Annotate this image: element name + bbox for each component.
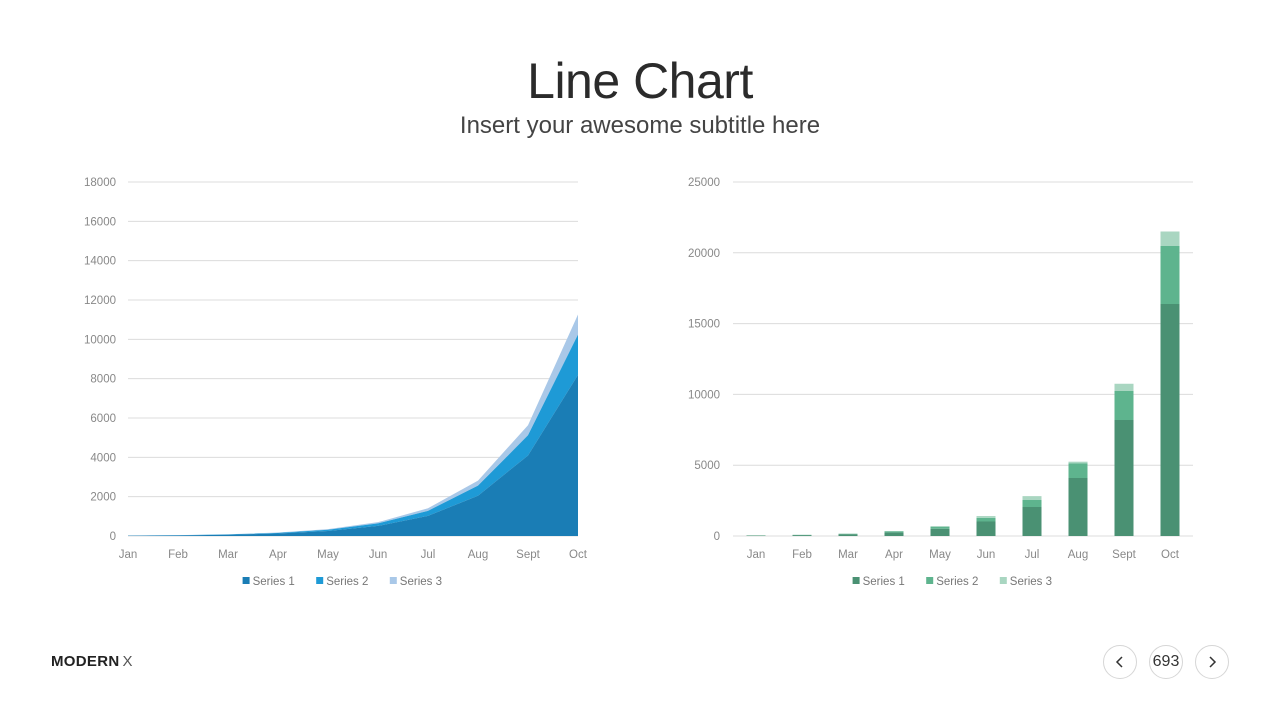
legend-swatch xyxy=(926,577,934,584)
y-tick-label: 5000 xyxy=(694,460,720,472)
prev-slide-button[interactable] xyxy=(1103,645,1137,679)
x-tick-label: Oct xyxy=(1161,549,1180,561)
bar-series-3 xyxy=(976,516,996,518)
x-tick-label: Jan xyxy=(119,549,138,561)
legend-label: Series 3 xyxy=(400,576,442,588)
bar-series-1 xyxy=(976,521,996,536)
y-tick-label: 15000 xyxy=(688,319,720,331)
bar-series-1 xyxy=(838,534,858,536)
legend-label: Series 2 xyxy=(936,576,978,588)
x-tick-label: Jun xyxy=(369,549,388,561)
brand-light: X xyxy=(122,653,133,670)
y-tick-label: 0 xyxy=(110,531,116,543)
bar-series-2 xyxy=(1114,391,1134,421)
bar-series-1 xyxy=(792,535,812,536)
chevron-right-icon xyxy=(1209,656,1217,668)
legend-swatch xyxy=(852,577,860,584)
chevron-left-icon xyxy=(1115,656,1123,668)
x-tick-label: Aug xyxy=(1068,549,1088,561)
x-tick-label: Apr xyxy=(269,549,287,561)
next-slide-button[interactable] xyxy=(1195,645,1229,679)
legend-swatch xyxy=(242,577,250,584)
x-tick-label: Apr xyxy=(885,549,903,561)
page-title: Line Chart xyxy=(527,53,753,109)
y-tick-label: 2000 xyxy=(90,492,116,504)
brand-logo: MODERN X xyxy=(51,653,133,670)
brand-bold: MODERN xyxy=(51,653,120,670)
legend-label: Series 1 xyxy=(253,576,295,588)
bar-series-3 xyxy=(1114,383,1134,392)
x-tick-label: Sept xyxy=(516,549,540,561)
bar-series-1 xyxy=(1114,420,1134,536)
bar-series-2 xyxy=(884,531,904,533)
page-number: 693 xyxy=(1149,645,1183,679)
legend-label: Series 1 xyxy=(863,576,905,588)
legend-label: Series 3 xyxy=(1010,576,1052,588)
bar-series-2 xyxy=(976,517,996,522)
x-tick-label: Jan xyxy=(747,549,766,561)
x-tick-label: Jun xyxy=(977,549,996,561)
x-tick-label: Jul xyxy=(421,549,436,561)
y-tick-label: 10000 xyxy=(688,389,720,401)
x-tick-label: May xyxy=(929,549,951,561)
y-tick-label: 16000 xyxy=(84,216,116,228)
legend-label: Series 2 xyxy=(326,576,368,588)
x-tick-label: Oct xyxy=(569,549,588,561)
bar-series-1 xyxy=(930,528,950,536)
legend-swatch xyxy=(389,577,397,584)
y-tick-label: 6000 xyxy=(90,413,116,425)
y-tick-label: 18000 xyxy=(84,177,116,189)
y-tick-label: 14000 xyxy=(84,256,116,268)
y-tick-label: 10000 xyxy=(84,334,116,346)
bar-series-3 xyxy=(1022,496,1042,500)
y-tick-label: 0 xyxy=(714,531,720,543)
x-tick-label: Sept xyxy=(1112,549,1136,561)
legend-swatch xyxy=(999,577,1007,584)
bar-series-2 xyxy=(930,526,950,529)
x-tick-label: Mar xyxy=(218,549,238,561)
x-tick-label: Feb xyxy=(168,549,188,561)
bar-series-2 xyxy=(1160,246,1180,305)
bar-series-2 xyxy=(1022,499,1042,508)
bar-series-3 xyxy=(930,526,950,527)
page-subtitle: Insert your awesome subtitle here xyxy=(459,112,821,139)
x-tick-label: Feb xyxy=(792,549,812,561)
bar-series-1 xyxy=(1022,507,1042,536)
y-tick-label: 4000 xyxy=(90,452,116,464)
x-tick-label: Mar xyxy=(838,549,858,561)
x-tick-label: Jul xyxy=(1025,549,1040,561)
bar-series-1 xyxy=(884,532,904,536)
y-tick-label: 25000 xyxy=(688,177,720,189)
area-chart: 0 2000 4000 6000 8000 10000 12000 14000 16000 180… xyxy=(84,177,588,588)
x-tick-label: May xyxy=(317,549,339,561)
y-tick-label: 20000 xyxy=(688,248,720,260)
y-tick-label: 12000 xyxy=(84,295,116,307)
bar-series-1 xyxy=(1160,304,1180,536)
bar-series-3 xyxy=(1160,231,1180,247)
y-tick-label: 8000 xyxy=(90,374,116,386)
legend-swatch xyxy=(316,577,324,584)
bar-series-1 xyxy=(1068,478,1088,536)
area-series-1 xyxy=(128,374,578,536)
x-tick-label: Aug xyxy=(468,549,488,561)
bar-series-2 xyxy=(1068,463,1088,479)
bar-chart: 0 5000 10000 15000 20000 25000 Jan Feb Mar Apr May… xyxy=(688,177,1193,588)
bar-series-3 xyxy=(1068,461,1088,464)
